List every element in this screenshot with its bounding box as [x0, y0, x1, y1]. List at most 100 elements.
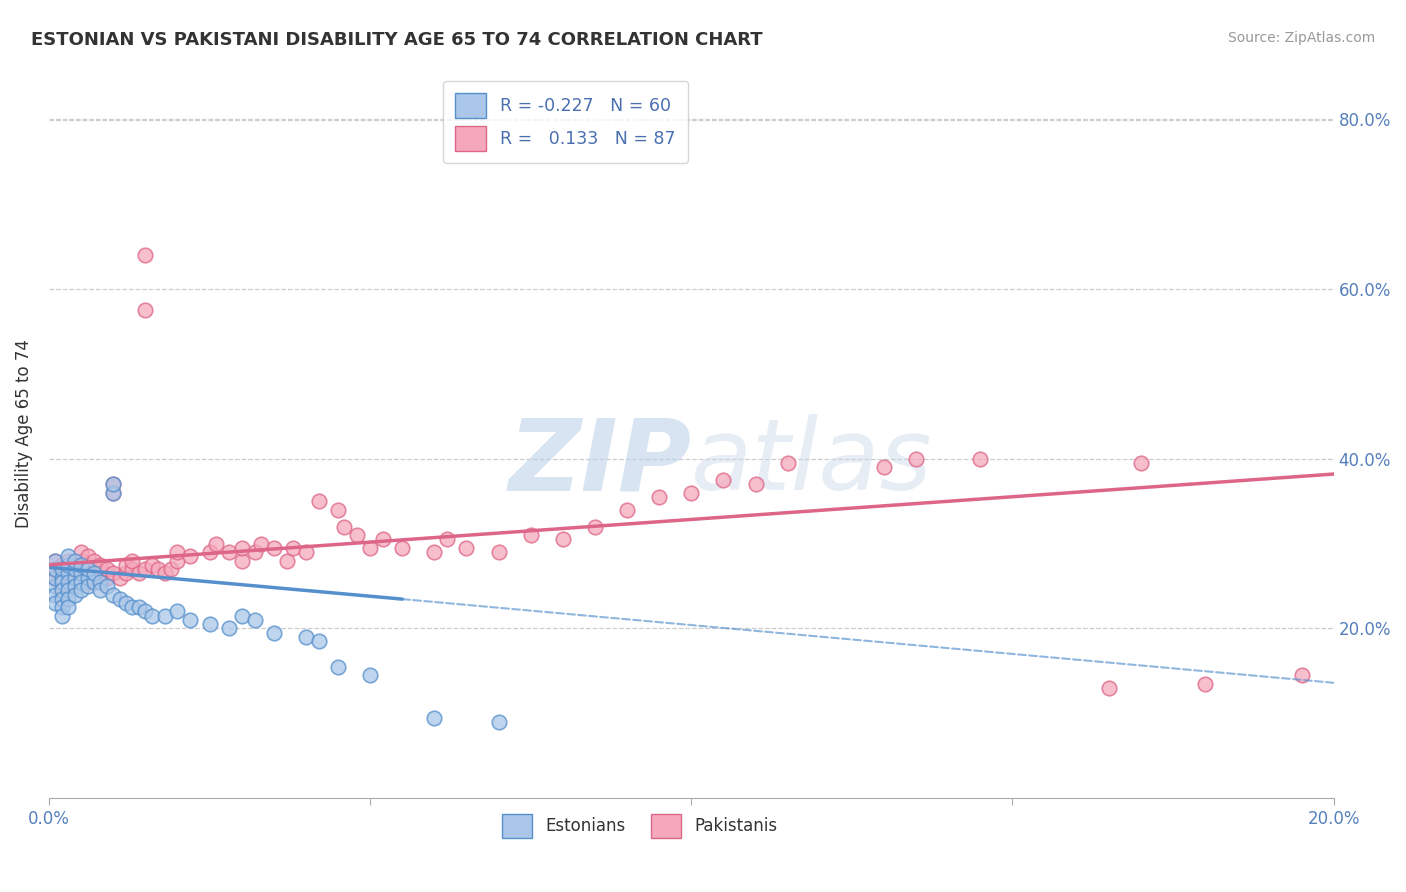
Point	[103, 485, 125, 500]
Point	[153, 566, 176, 581]
Point	[519, 528, 541, 542]
Point	[115, 566, 138, 581]
Point	[713, 473, 735, 487]
Point	[51, 600, 73, 615]
Point	[58, 562, 80, 576]
Point	[70, 583, 93, 598]
Point	[873, 460, 896, 475]
Point	[488, 714, 510, 729]
Point	[231, 553, 253, 567]
Point	[121, 553, 143, 567]
Point	[44, 588, 66, 602]
Point	[250, 536, 273, 550]
Point	[89, 558, 111, 572]
Point	[551, 533, 574, 547]
Point	[58, 574, 80, 589]
Point	[263, 541, 285, 555]
Point	[326, 502, 349, 516]
Point	[134, 605, 156, 619]
Point	[205, 536, 228, 550]
Point	[308, 634, 330, 648]
Point	[51, 583, 73, 598]
Point	[179, 549, 201, 564]
Point	[76, 558, 98, 572]
Point	[63, 562, 86, 576]
Point	[436, 533, 458, 547]
Point	[391, 541, 413, 555]
Point	[58, 549, 80, 564]
Point	[121, 600, 143, 615]
Point	[103, 477, 125, 491]
Point	[681, 485, 703, 500]
Point	[166, 545, 188, 559]
Point	[108, 570, 131, 584]
Point	[89, 583, 111, 598]
Point	[70, 558, 93, 572]
Point	[44, 579, 66, 593]
Point	[905, 451, 928, 466]
Point	[583, 519, 606, 533]
Point	[243, 545, 266, 559]
Point	[51, 570, 73, 584]
Point	[969, 451, 991, 466]
Point	[115, 596, 138, 610]
Point	[51, 574, 73, 589]
Point	[83, 562, 105, 576]
Point	[218, 545, 240, 559]
Point	[63, 570, 86, 584]
Point	[76, 566, 98, 581]
Text: atlas: atlas	[692, 414, 934, 511]
Point	[616, 502, 638, 516]
Point	[63, 574, 86, 589]
Point	[128, 566, 150, 581]
Point	[281, 541, 304, 555]
Point	[198, 617, 221, 632]
Point	[103, 588, 125, 602]
Point	[76, 570, 98, 584]
Point	[63, 566, 86, 581]
Point	[166, 605, 188, 619]
Point	[231, 608, 253, 623]
Point	[89, 574, 111, 589]
Point	[134, 248, 156, 262]
Point	[134, 562, 156, 576]
Point	[44, 570, 66, 584]
Point	[58, 553, 80, 567]
Point	[1194, 676, 1216, 690]
Point	[423, 545, 446, 559]
Point	[218, 622, 240, 636]
Point	[63, 588, 86, 602]
Point	[134, 303, 156, 318]
Point	[648, 490, 671, 504]
Point	[83, 574, 105, 589]
Point	[96, 570, 118, 584]
Point	[346, 528, 368, 542]
Point	[76, 579, 98, 593]
Point	[70, 570, 93, 584]
Point	[243, 613, 266, 627]
Point	[83, 566, 105, 581]
Point	[160, 562, 183, 576]
Point	[44, 562, 66, 576]
Point	[1098, 681, 1121, 695]
Point	[58, 566, 80, 581]
Point	[1291, 668, 1313, 682]
Point	[456, 541, 478, 555]
Point	[96, 579, 118, 593]
Point	[51, 574, 73, 589]
Point	[359, 668, 381, 682]
Point	[58, 579, 80, 593]
Point	[295, 545, 318, 559]
Point	[423, 710, 446, 724]
Point	[263, 625, 285, 640]
Point	[128, 600, 150, 615]
Point	[103, 566, 125, 581]
Point	[51, 591, 73, 606]
Point	[70, 574, 93, 589]
Point	[51, 566, 73, 581]
Point	[44, 596, 66, 610]
Point	[44, 553, 66, 567]
Point	[70, 562, 93, 576]
Y-axis label: Disability Age 65 to 74: Disability Age 65 to 74	[15, 339, 32, 528]
Point	[166, 553, 188, 567]
